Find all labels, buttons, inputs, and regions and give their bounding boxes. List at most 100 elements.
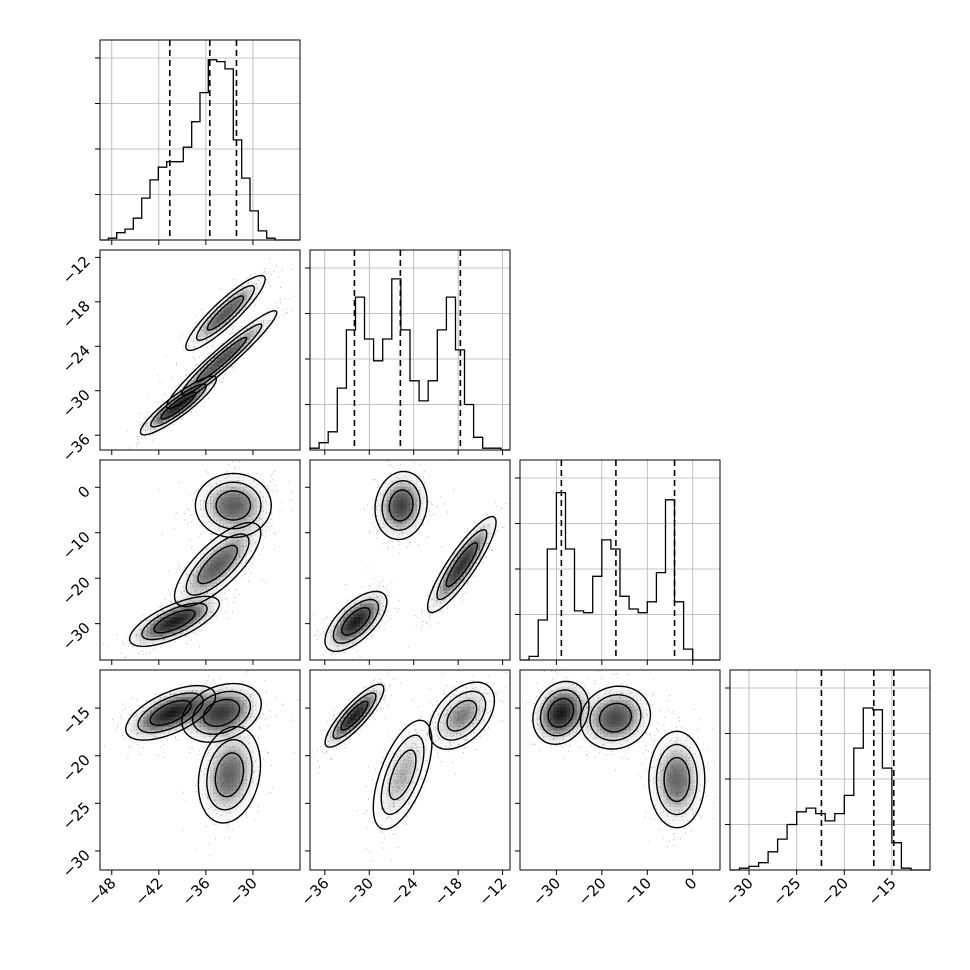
- contour-1: [388, 749, 417, 801]
- y-tick-label: −12: [59, 253, 94, 288]
- histogram-steps: [520, 491, 720, 661]
- x-tick-label: −30: [226, 874, 261, 909]
- contour-2: [428, 681, 496, 750]
- contour-2: [197, 725, 262, 824]
- contour-0: [374, 470, 428, 541]
- y-tick-label: −30: [59, 386, 94, 421]
- contour-0: [381, 479, 421, 531]
- panel-frame: [309, 459, 511, 661]
- contour-0: [149, 699, 192, 726]
- contour-0: [195, 284, 256, 341]
- contour-2: [655, 743, 698, 816]
- histogram-steps: [730, 707, 930, 871]
- panel-frame: [519, 459, 721, 661]
- contour-0: [204, 481, 262, 530]
- contour-2: [139, 375, 218, 436]
- contour-0: [206, 295, 245, 331]
- x-tick-label: −36: [298, 874, 333, 909]
- y-tick-label: −20: [59, 573, 94, 608]
- contour-2: [324, 590, 388, 653]
- histogram-grid: [520, 460, 720, 660]
- contour-1: [173, 521, 262, 608]
- scatter-panel-0-2: [103, 461, 293, 660]
- x-tick-label: −20: [575, 874, 610, 909]
- contour-2: [648, 730, 706, 829]
- contour-1: [202, 698, 241, 727]
- panel-frame: [729, 669, 931, 871]
- scatter-panel-1-2: [313, 460, 507, 660]
- contour-1: [372, 719, 433, 830]
- x-tick-label: −12: [475, 874, 510, 909]
- x-tick-label: −25: [769, 874, 804, 909]
- contour-2: [153, 609, 196, 634]
- panel-frame: [519, 669, 721, 871]
- panel-frame: [309, 249, 511, 451]
- x-tick-label: 0: [681, 874, 700, 893]
- contour-0: [332, 692, 377, 740]
- contour-2: [332, 598, 380, 644]
- contour-2: [128, 595, 221, 648]
- x-tick-label: −36: [179, 874, 214, 909]
- x-tick-label: −30: [529, 874, 564, 909]
- y-tick-label: −36: [59, 430, 94, 465]
- y-tick-label: −10: [59, 528, 94, 563]
- y-tick-label: −18: [59, 297, 94, 332]
- histogram-grid: [100, 40, 300, 240]
- contour-2: [663, 756, 691, 803]
- contour-0: [547, 697, 575, 728]
- histogram-panel-2: [515, 460, 720, 661]
- scatter-panel-1-3: [310, 670, 507, 862]
- x-tick-label: −30: [342, 874, 377, 909]
- histogram-steps: [309, 278, 510, 451]
- scatter-panel-0-3: [104, 670, 298, 857]
- contour-1: [598, 702, 633, 733]
- contour-2: [437, 690, 487, 741]
- histogram-panel-0: [95, 40, 300, 241]
- contour-1: [380, 734, 425, 816]
- contour-0: [388, 489, 414, 522]
- contour-0: [532, 680, 590, 746]
- histogram-panel-3: [725, 670, 930, 871]
- y-tick-label: −30: [59, 619, 94, 654]
- histogram-steps: [100, 59, 300, 241]
- panel-frame: [309, 669, 511, 871]
- y-tick-label: −25: [59, 798, 94, 833]
- panel-frame: [99, 249, 301, 451]
- contour-0: [194, 472, 273, 539]
- panel-frame: [99, 39, 301, 241]
- x-tick-label: −18: [431, 874, 466, 909]
- contour-1: [165, 310, 278, 410]
- contour-1: [181, 682, 263, 743]
- scatter-panel-2-3: [520, 670, 718, 848]
- contour-2: [150, 383, 207, 428]
- y-tick-label: −30: [59, 846, 94, 881]
- y-tick-label: 0: [74, 482, 93, 501]
- contour-1: [426, 515, 497, 614]
- y-tick-label: −20: [59, 751, 94, 786]
- histogram-grid: [730, 670, 930, 870]
- contour-2: [141, 602, 208, 641]
- contour-0: [215, 490, 252, 521]
- contour-2: [160, 391, 197, 420]
- x-tick-label: −30: [722, 874, 757, 909]
- y-tick-label: −15: [59, 703, 94, 738]
- contour-2: [446, 699, 478, 732]
- contour-1: [579, 685, 652, 750]
- contour-1: [589, 694, 642, 742]
- contour-0: [340, 700, 369, 731]
- x-tick-label: −15: [865, 874, 900, 909]
- contour-2: [206, 738, 253, 811]
- histogram-panel-1: [305, 250, 510, 451]
- scatter-panel-0-1: [126, 250, 300, 449]
- x-tick-label: −20: [817, 874, 852, 909]
- x-tick-label: −48: [84, 874, 119, 909]
- contour-2: [214, 752, 245, 798]
- contour-1: [436, 529, 488, 601]
- y-tick-label: −24: [59, 341, 94, 376]
- x-tick-label: −24: [386, 874, 421, 909]
- contour-0: [137, 692, 204, 734]
- contour-0: [539, 689, 583, 737]
- contour-0: [324, 683, 385, 748]
- contour-1: [445, 541, 479, 588]
- contour-1: [185, 533, 250, 596]
